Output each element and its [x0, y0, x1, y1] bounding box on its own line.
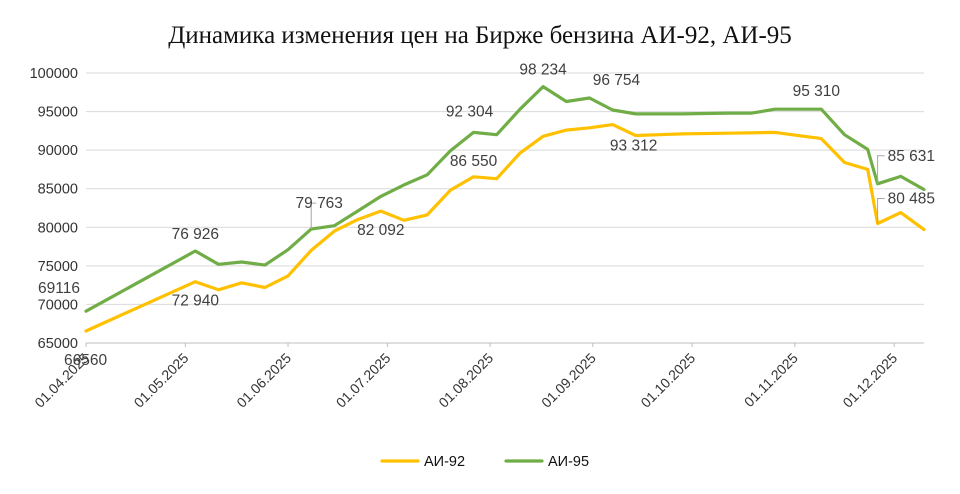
x-tick-label: 01.11.2025	[741, 350, 801, 410]
x-tick-label: 01.09.2025	[538, 350, 599, 411]
data-label: 66560	[64, 352, 107, 369]
series-line-ai92	[84, 122, 926, 333]
data-label: 80 485	[888, 191, 935, 208]
y-tick-label: 85000	[38, 182, 78, 198]
x-tick-label: 01.08.2025	[435, 350, 496, 411]
data-label: 98 234	[519, 62, 567, 79]
chart-title: Динамика изменения цен на Бирже бензина …	[168, 22, 792, 49]
data-label: 93 312	[610, 138, 657, 155]
data-label: 76 926	[172, 226, 219, 243]
data-label: 72 940	[172, 293, 220, 310]
data-labels: 69116 66560 76 926 72 940 79 763 82 092 92 304…	[38, 62, 935, 369]
y-tick-label: 90000	[38, 143, 78, 159]
x-tick-label: 01.07.2025	[333, 350, 394, 411]
y-tick-label: 80000	[38, 220, 78, 236]
series-line-ai95	[84, 84, 926, 313]
gridlines	[86, 72, 924, 344]
y-tick-label: 75000	[38, 259, 78, 275]
legend-label: АИ-92	[424, 454, 465, 470]
y-tick-label: 95000	[38, 105, 78, 121]
data-label-leader	[877, 155, 885, 184]
data-label: 95 310	[793, 83, 841, 100]
data-label: 85 631	[888, 148, 935, 165]
x-tick-label: 01.10.2025	[637, 350, 698, 411]
data-label: 69116	[38, 280, 80, 297]
data-label: 86 550	[450, 153, 498, 170]
y-tick-label: 70000	[38, 297, 78, 313]
x-tick-label: 01.05.2025	[131, 350, 192, 411]
legend: АИ-92 АИ-95	[380, 454, 589, 470]
data-label: 96 754	[593, 72, 641, 89]
y-tick-label: 65000	[38, 336, 78, 352]
data-label-leader	[877, 198, 885, 224]
x-tick-label: 01.06.2025	[233, 350, 294, 411]
legend-label: АИ-95	[548, 454, 589, 470]
series-lines	[84, 84, 926, 333]
data-label-leader	[310, 202, 317, 230]
y-tick-label: 100000	[30, 66, 78, 82]
data-label: 92 304	[446, 103, 494, 120]
data-label: 79 763	[296, 195, 343, 212]
x-tick-label: 01.12.2025	[839, 350, 900, 411]
data-label: 82 092	[357, 222, 404, 239]
